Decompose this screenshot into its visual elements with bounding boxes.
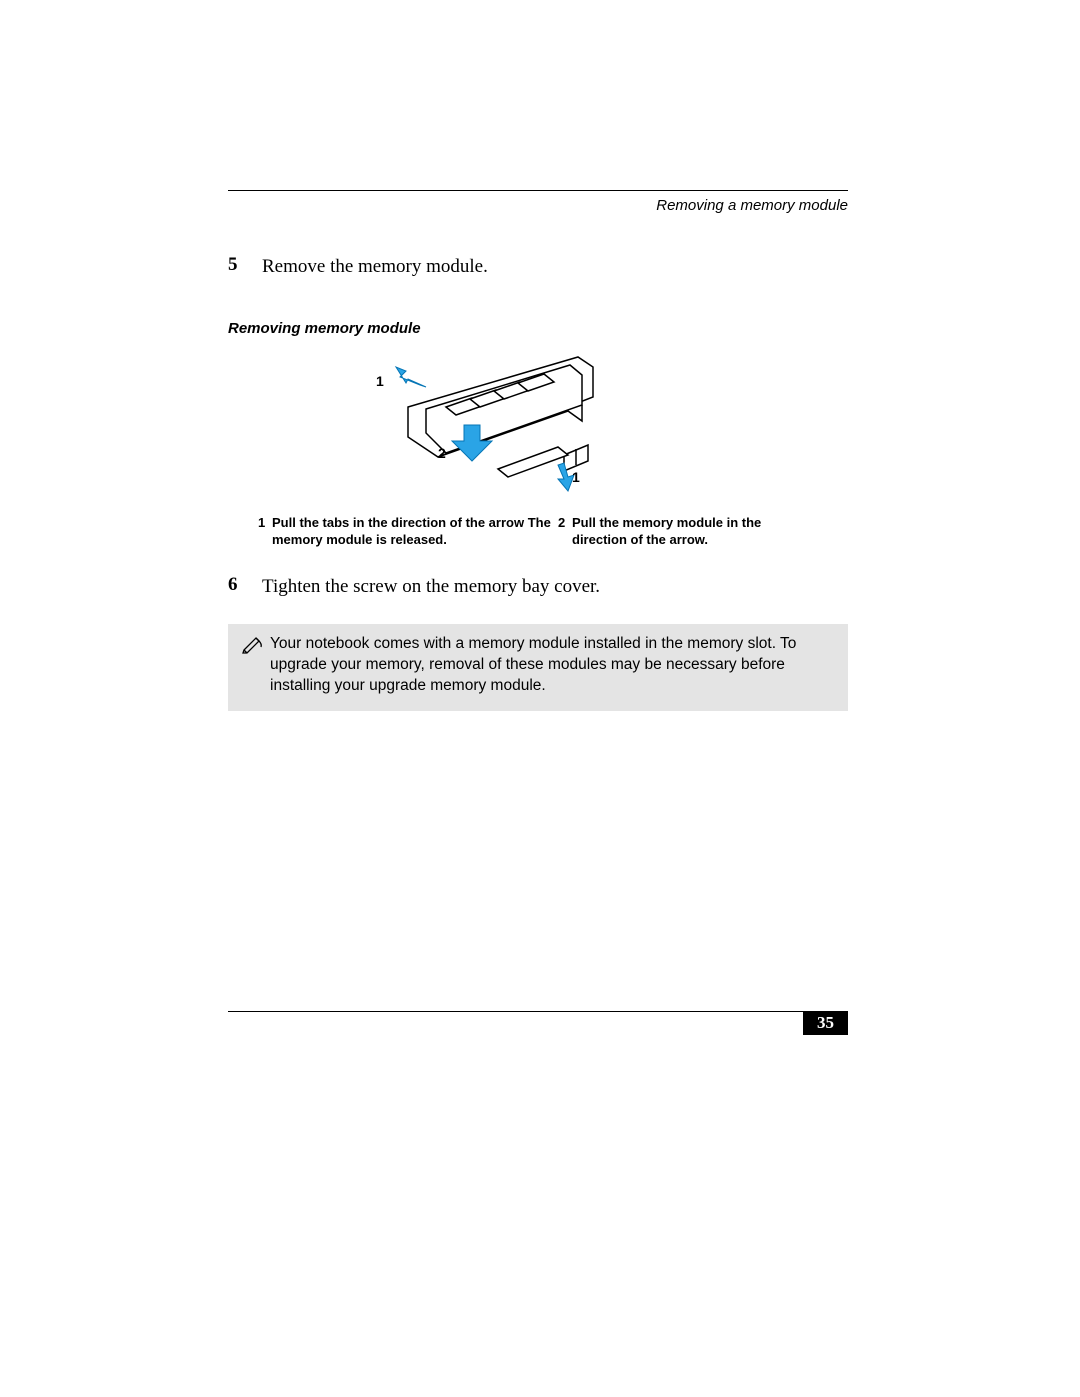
- page-content: Removing a memory module 5 Remove the me…: [228, 190, 848, 711]
- step-number: 5: [228, 254, 262, 280]
- figure-title: Removing memory module: [228, 320, 848, 337]
- page-number: 35: [803, 1011, 848, 1035]
- arrow-1-icon: [396, 367, 426, 387]
- callout-1: 1 Pull the tabs in the direction of the …: [258, 515, 558, 549]
- running-header: Removing a memory module: [228, 197, 848, 218]
- header-rule: [228, 190, 848, 191]
- pencil-note-icon: [242, 634, 270, 697]
- callout-number: 2: [558, 515, 572, 549]
- diagram-label-1-bottom: 1: [572, 469, 580, 485]
- memory-module-illustration: [258, 349, 818, 509]
- step-text: Tighten the screw on the memory bay cove…: [262, 574, 600, 600]
- callout-number: 1: [258, 515, 272, 549]
- callout-text: Pull the tabs in the direction of the ar…: [272, 515, 558, 549]
- page-footer: 35: [228, 1011, 848, 1035]
- note-box: Your notebook comes with a memory module…: [228, 624, 848, 711]
- callout-2: 2 Pull the memory module in the directio…: [558, 515, 818, 549]
- step-6: 6 Tighten the screw on the memory bay co…: [228, 574, 848, 600]
- step-text: Remove the memory module.: [262, 254, 488, 280]
- diagram: 1 2 1: [258, 349, 818, 509]
- note-text: Your notebook comes with a memory module…: [270, 634, 834, 697]
- step-number: 6: [228, 574, 262, 600]
- footer-rule: [228, 1011, 848, 1012]
- diagram-label-2: 2: [438, 445, 446, 461]
- callout-text: Pull the memory module in the direction …: [572, 515, 818, 549]
- diagram-label-1-top: 1: [376, 373, 384, 389]
- figure-block: 1 2 1: [258, 349, 818, 549]
- figure-callouts: 1 Pull the tabs in the direction of the …: [258, 515, 818, 549]
- step-5: 5 Remove the memory module.: [228, 254, 848, 280]
